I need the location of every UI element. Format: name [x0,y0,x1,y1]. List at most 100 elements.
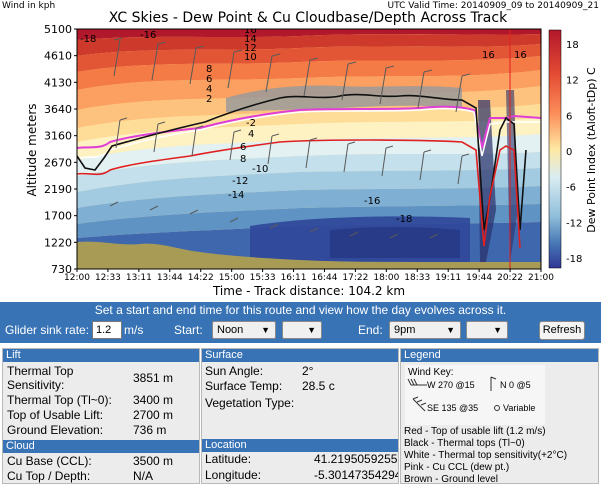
colorbar-tick-label: 12 [566,76,579,87]
cloud-heading: Cloud [3,440,199,453]
wind-barbs [109,37,471,239]
end-hour-value: 9pm [394,324,416,336]
thermal-tops-line [77,93,527,231]
chevron-down-icon: ▼ [493,325,502,335]
plot-frame [76,28,542,270]
lift-cloud-panel: Lift Thermal Top Sensitivity: 3851 m The… [2,348,200,484]
longitude-value: -5.30147354294 [314,468,399,482]
y-tick-label: 2670 [44,156,72,169]
contour-label: -18 [396,214,412,225]
instructions-banner: Set a start and end time for this route … [0,302,601,318]
wind-barb-icon [412,396,427,412]
start-minute-select[interactable]: ▼ [282,321,322,339]
y-tick-label: 4610 [44,50,72,63]
x-axis-label: Time - Track distance: 104.2 km [212,284,405,298]
cu-ccl-line [77,105,541,149]
x-tick-label: 19:44 [466,273,492,283]
start-label: Start: [174,323,203,337]
sun-angle-value: 2° [302,364,314,378]
colorbar-tick-label: -18 [566,254,582,265]
x-tick-label: 14:22 [188,273,214,283]
contour-label: -18 [80,34,96,45]
contour-label: -2 [246,118,256,129]
surface-heading: Surface [202,349,398,362]
ground-level [77,241,541,269]
surface-temp-value: 28.5 c [302,379,335,393]
contour-label: -10 [252,164,268,175]
wind-key-variable: Variable [503,403,536,413]
y-tick-label: 5100 [44,23,72,36]
contour-label: 16 [244,25,257,36]
x-axis: 12:00 12:33 13:11 13:44 14:22 15:00 15:33 16:11… [64,269,554,283]
y-tick-label: 4130 [44,76,72,89]
lift-ground-value: 736 m [133,423,167,437]
lift-heading: Lift [3,349,199,362]
legend-line-brown: Brown - Ground level [404,474,498,484]
cloud-base-value: 3500 m [133,454,174,468]
x-tick-label: 19:11 [435,273,461,283]
legend-line-white: White - Thermal top sensitivity(+2°C) [404,450,568,461]
x-tick-label: 15:33 [250,273,276,283]
cloud-top-value: N/A [133,469,154,483]
contour-label: 12 [244,43,257,54]
colorbar-axis: 18 12 6 0 -6 -12 -18 [566,40,582,265]
x-tick-label: 18:00 [373,273,399,283]
y-tick-label: 3160 [44,130,72,143]
x-tick-label: 16:11 [281,273,307,283]
start-hour-value: Noon [217,324,244,336]
lift-ground-label: Ground Elevation: [7,423,104,437]
contour-label: -12 [232,176,248,187]
route-controls: Glider sink rate: 1.2 m/s Start: Noon ▼ ▼… [0,318,601,343]
wind-key-glyphs [407,376,500,412]
contour-label: -16 [364,196,380,207]
legend-line-red: Red - Top of usable lift (1.2 m/s) [404,426,546,437]
contour-label: -16 [140,30,156,41]
y-axis: 5100 4610 4130 3640 3160 2670 2190 1700 1220 730 [44,23,77,276]
colorbar-tick-label: -6 [566,183,576,194]
x-tick-label: 20:22 [497,273,523,283]
colorbar-tick-label: 18 [566,40,579,51]
wind-key-north: N 0 @5 [500,380,531,390]
contour-labels: -18 -16 16 14 12 10 8 6 4 2 -2 4 6 8 -10… [80,25,527,225]
valid-time-label: UTC Valid Time: 20140909_09 to 20140909_… [388,1,599,11]
x-tick-label: 16:44 [311,273,337,283]
end-hour-select[interactable]: 9pm ▼ [389,321,461,339]
sink-rate-units: m/s [124,323,144,337]
variable-wind-icon [494,405,500,411]
chevron-down-icon: ▼ [446,325,455,335]
surface-location-panel: Surface Sun Angle: 2° Surface Temp: 28.5… [201,348,399,484]
cloud-layer [226,85,462,112]
x-tick-label: 13:11 [126,273,152,283]
contour-label: 6 [240,142,246,153]
latitude-label: Latitude: [205,452,252,466]
wind-key-box: Wind Key: W 270 @15 N 0 @5 SE 135 @35 Va… [405,365,545,425]
wind-barb-icon [490,376,497,391]
lift-thermal-top-tl-value: 3400 m [133,393,174,407]
sink-rate-label: Glider sink rate: [5,323,90,337]
wind-key-label: Wind Key: [408,367,454,378]
vegetation-label: Vegetation Type: [205,396,295,410]
lift-thermal-top-tl-label: Thermal Top (Tl~0): [7,393,112,407]
start-hour-select[interactable]: Noon ▼ [212,321,276,339]
contour-label: -14 [228,190,244,201]
colorbar-tick-label: 0 [566,147,572,158]
longitude-label: Longitude: [205,468,262,482]
contour-label: 8 [240,154,246,165]
plot-area: -18 -16 16 14 12 10 8 6 4 2 -2 4 6 8 -10… [77,25,541,269]
x-tick-label: 21:00 [528,273,554,283]
colorbar-tick-label: 6 [566,111,572,122]
sink-rate-input[interactable]: 1.2 [92,321,122,339]
chevron-down-icon: ▼ [307,325,316,335]
lift-usable-label: Top of Usable Lift: [7,408,104,422]
x-tick-label: 18:33 [404,273,430,283]
y-tick-label: 730 [51,263,72,276]
cloud-base-label: Cu Base (CCL): [7,454,92,468]
lift-usable-value: 2700 m [133,408,174,422]
x-tick-label: 15:00 [219,273,245,283]
refresh-button[interactable]: Refresh [539,321,585,340]
end-minute-select[interactable]: ▼ [466,321,508,339]
x-tick-label: 17:22 [342,273,368,283]
colorbar-tick-label: -12 [566,218,582,229]
surface-temp-label: Surface Temp: [205,379,283,393]
lift-sensitivity-label: Sensitivity: [7,378,65,392]
